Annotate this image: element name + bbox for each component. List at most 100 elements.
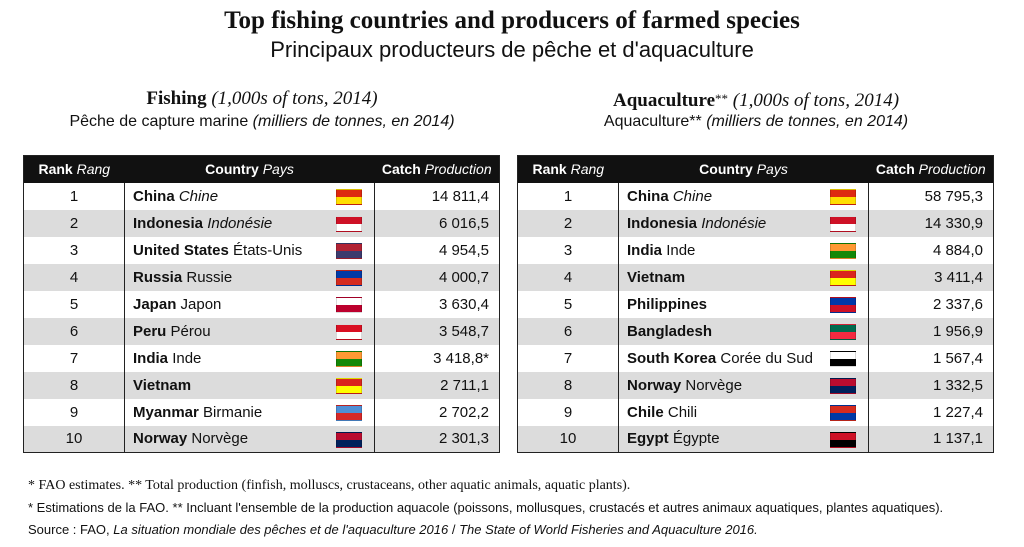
rank-cell: 2	[23, 209, 125, 237]
country-cell: Norway Norvège	[618, 371, 869, 399]
source-prefix: Source : FAO,	[28, 522, 114, 537]
rank-cell: 7	[563, 349, 573, 367]
philippines-flag-icon	[830, 296, 856, 313]
country-cell: Russia Russie	[124, 263, 375, 291]
country-cell: Egypt Égypte	[618, 425, 869, 453]
rank-cell: 5	[563, 295, 573, 313]
table-row: 6 Bangladesh 1 956,9	[517, 317, 994, 345]
aquaculture-heading-fr-label: Aquaculture	[603, 113, 690, 130]
country-name: Chile	[627, 403, 664, 421]
table-row: 9 Myanmar Birmanie 2 702,2	[24, 398, 500, 426]
rank-cell: 8	[517, 371, 619, 399]
footnote-fr: * Estimations de la FAO. ** Incluant l'e…	[28, 500, 944, 515]
country-name-fr: Inde	[172, 349, 202, 367]
country-name: Vietnam	[627, 268, 686, 286]
country-name-fr: Japon	[180, 295, 222, 313]
country-cell: Indonesia Indonésie	[618, 209, 869, 237]
catch-value: 6 016,5	[374, 209, 500, 237]
country-name: Russia	[133, 268, 183, 286]
table-row: 7 South Korea Corée du Sud 1 567,4	[518, 344, 994, 372]
fishing-heading-unit: (1,000s of tons, 2014)	[211, 88, 378, 109]
catch-value: 2 711,1	[374, 371, 500, 399]
chile-flag-icon	[830, 404, 856, 421]
catch-value: 1 956,9	[868, 317, 994, 345]
country-name: Japan	[133, 295, 177, 313]
country-name: India	[133, 349, 169, 367]
fishing-heading: Fishing (1,000s of tons, 2014)	[23, 88, 501, 110]
table-row: 4 Russia Russie 4 000,7	[23, 263, 500, 291]
india-flag-icon	[336, 350, 362, 367]
rank-cell: 10	[23, 425, 125, 453]
norway-flag-icon	[336, 431, 362, 448]
rank-cell: 7	[69, 349, 79, 367]
country-cell: Vietnam	[124, 371, 375, 399]
country-name: Vietnam	[133, 376, 192, 394]
india-flag-icon	[830, 242, 856, 259]
source-title-fr: La situation mondiale des pêches et de l…	[113, 522, 449, 537]
aquaculture-heading-label: Aquaculture	[612, 90, 716, 111]
china-flag-icon	[830, 188, 856, 205]
rank-cell: 6	[517, 317, 619, 345]
table-row: 2 Indonesia Indonésie 6 016,5	[23, 209, 500, 237]
rank-cell: 4	[23, 263, 125, 291]
table-row: 5 Japan Japon 3 630,4	[24, 290, 500, 318]
fishing-heading-label: Fishing	[146, 88, 207, 109]
column-header-rank: Rank Rang	[517, 155, 619, 183]
country-name: United States	[133, 241, 229, 259]
country-cell: Peru Pérou	[124, 317, 375, 345]
country-cell: Indonesia Indonésie	[124, 209, 375, 237]
country-cell: China Chine	[618, 182, 869, 210]
catch-value: 1 567,4	[868, 344, 994, 372]
country-name-fr: États-Unis	[233, 241, 303, 259]
country-name: China	[627, 187, 669, 205]
country-cell: Chile Chili	[618, 398, 869, 426]
page-subtitle: Principaux producteurs de pêche et d'aqu…	[270, 37, 754, 62]
country-name-fr: Inde	[666, 241, 696, 259]
country-name-fr: Pérou	[170, 322, 211, 340]
rank-cell: 9	[69, 403, 79, 421]
country-cell: South Korea Corée du Sud	[618, 344, 869, 372]
table-row: 1 China Chine 58 795,3	[518, 182, 994, 210]
table-header-row: Rank Rang Country Pays Catch Production	[23, 155, 500, 183]
country-name-fr: Indonésie	[701, 214, 767, 232]
russia-flag-icon	[336, 269, 362, 286]
country-cell: Vietnam	[618, 263, 869, 291]
catch-value: 58 795,3	[868, 182, 994, 210]
table-row: 8 Vietnam 2 711,1	[23, 371, 500, 399]
table-row: 2 Indonesia Indonésie 14 330,9	[517, 209, 994, 237]
country-name-fr: Corée du Sud	[720, 349, 813, 367]
country-name: Indonesia	[133, 214, 204, 232]
fishing-table: Rank Rang Country Pays Catch Production …	[23, 155, 500, 453]
column-header-country: Country Pays	[124, 155, 375, 183]
country-name: Norway	[133, 430, 188, 448]
catch-value: 2 301,3	[374, 425, 500, 453]
source-separator: /	[448, 522, 460, 537]
china-flag-icon	[336, 188, 362, 205]
country-name: South Korea	[627, 349, 717, 367]
country-cell: India Inde	[124, 344, 375, 372]
catch-value: 3 418,8*	[374, 344, 500, 372]
page-title: Top fishing countries and producers of f…	[224, 7, 800, 34]
egypt-flag-icon	[830, 431, 856, 448]
indonesia-flag-icon	[830, 215, 856, 232]
table-header-row: Rank Rang Country Pays Catch Production	[517, 155, 994, 183]
peru-flag-icon	[336, 323, 362, 340]
catch-value: 4 954,5	[374, 236, 500, 264]
catch-value: 4 000,7	[374, 263, 500, 291]
usa-flag-icon	[336, 242, 362, 259]
rank-cell: 1	[563, 187, 573, 205]
fishing-table-body: 1 China Chine 14 811,4 2 Indonesia Indonésie…	[23, 182, 500, 453]
column-header-rank: Rank Rang	[23, 155, 125, 183]
rank-cell: 10	[517, 425, 619, 453]
vietnam-flag-icon	[830, 269, 856, 286]
country-name: Philippines	[627, 295, 708, 313]
country-name: India	[627, 241, 663, 259]
rank-cell: 3	[69, 241, 79, 259]
country-name-fr: Norvège	[191, 430, 249, 448]
table-row: 9 Chile Chili 1 227,4	[518, 398, 994, 426]
rank-cell: 9	[563, 403, 573, 421]
table-row: 3 India Inde 4 884,0	[518, 236, 994, 264]
aquaculture-heading-note-mark: **	[715, 91, 729, 106]
country-cell: Japan Japon	[124, 290, 375, 318]
vietnam-flag-icon	[336, 377, 362, 394]
